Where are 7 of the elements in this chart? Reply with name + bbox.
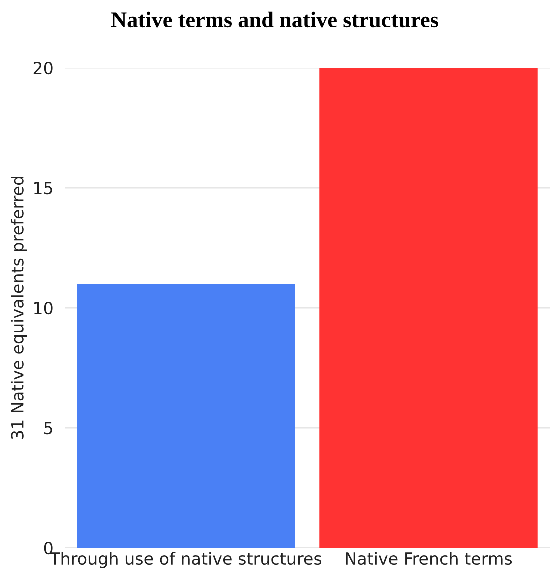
- y-tick-label: 10: [34, 302, 53, 315]
- y-tick-label: 15: [34, 182, 52, 195]
- y-tick-label: 20: [34, 62, 53, 75]
- x-tick-label: Native French terms: [346, 552, 512, 566]
- chart-title: Native terms and native structures: [111, 12, 438, 28]
- y-tick-label: 5: [44, 422, 52, 435]
- y-axis-title: 31 Native equivalents preferred: [10, 176, 28, 440]
